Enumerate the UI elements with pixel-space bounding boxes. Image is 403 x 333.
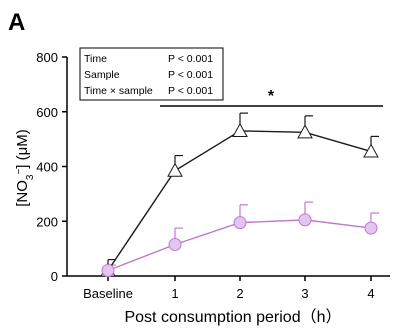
stats-factor-sample: Sample bbox=[84, 69, 120, 81]
x-tick-label: 1 bbox=[171, 286, 178, 301]
x-tick-label: 4 bbox=[367, 286, 374, 301]
y-tick-label: 200 bbox=[36, 214, 58, 229]
stats-factor-time: Time bbox=[84, 53, 107, 65]
series-line bbox=[107, 130, 372, 271]
stats-factor-interaction: Time × sample bbox=[84, 85, 153, 97]
data-point-triangle bbox=[297, 124, 313, 139]
y-tick-label: 800 bbox=[36, 50, 58, 65]
x-tick-label: 3 bbox=[301, 286, 308, 301]
x-ticks: Baseline 1 2 3 4 bbox=[83, 276, 375, 301]
data-point-triangle bbox=[232, 122, 248, 138]
panel-label: A bbox=[8, 9, 25, 36]
significance-marker: * bbox=[268, 88, 275, 105]
y-tick-label: 0 bbox=[51, 269, 58, 284]
x-axis-label: Post consumption period（h） bbox=[124, 308, 341, 326]
data-point-circle bbox=[298, 213, 312, 227]
series-markers bbox=[100, 122, 379, 278]
x-tick-label: Baseline bbox=[83, 286, 133, 301]
y-tick-label: 400 bbox=[36, 160, 58, 175]
stats-p-interaction: P < 0.001 bbox=[168, 85, 213, 97]
series-lines bbox=[107, 130, 372, 272]
x-tick-label: 2 bbox=[236, 286, 243, 301]
y-tick-label: 600 bbox=[36, 105, 58, 120]
stats-p-sample: P < 0.001 bbox=[168, 69, 213, 81]
y-axis-label: [NO3−] (μM) bbox=[14, 129, 36, 207]
data-point-triangle bbox=[167, 162, 183, 177]
stats-p-time: P < 0.001 bbox=[168, 53, 213, 65]
stats-box: Time P < 0.001 Sample P < 0.001 Time × s… bbox=[79, 47, 224, 101]
data-point-circle bbox=[168, 238, 182, 252]
data-point-circle bbox=[233, 216, 247, 230]
data-point-triangle bbox=[363, 143, 379, 158]
data-point-circle bbox=[101, 264, 115, 278]
y-ticks: 0 200 400 600 800 bbox=[36, 50, 67, 284]
data-point-circle bbox=[364, 221, 378, 235]
